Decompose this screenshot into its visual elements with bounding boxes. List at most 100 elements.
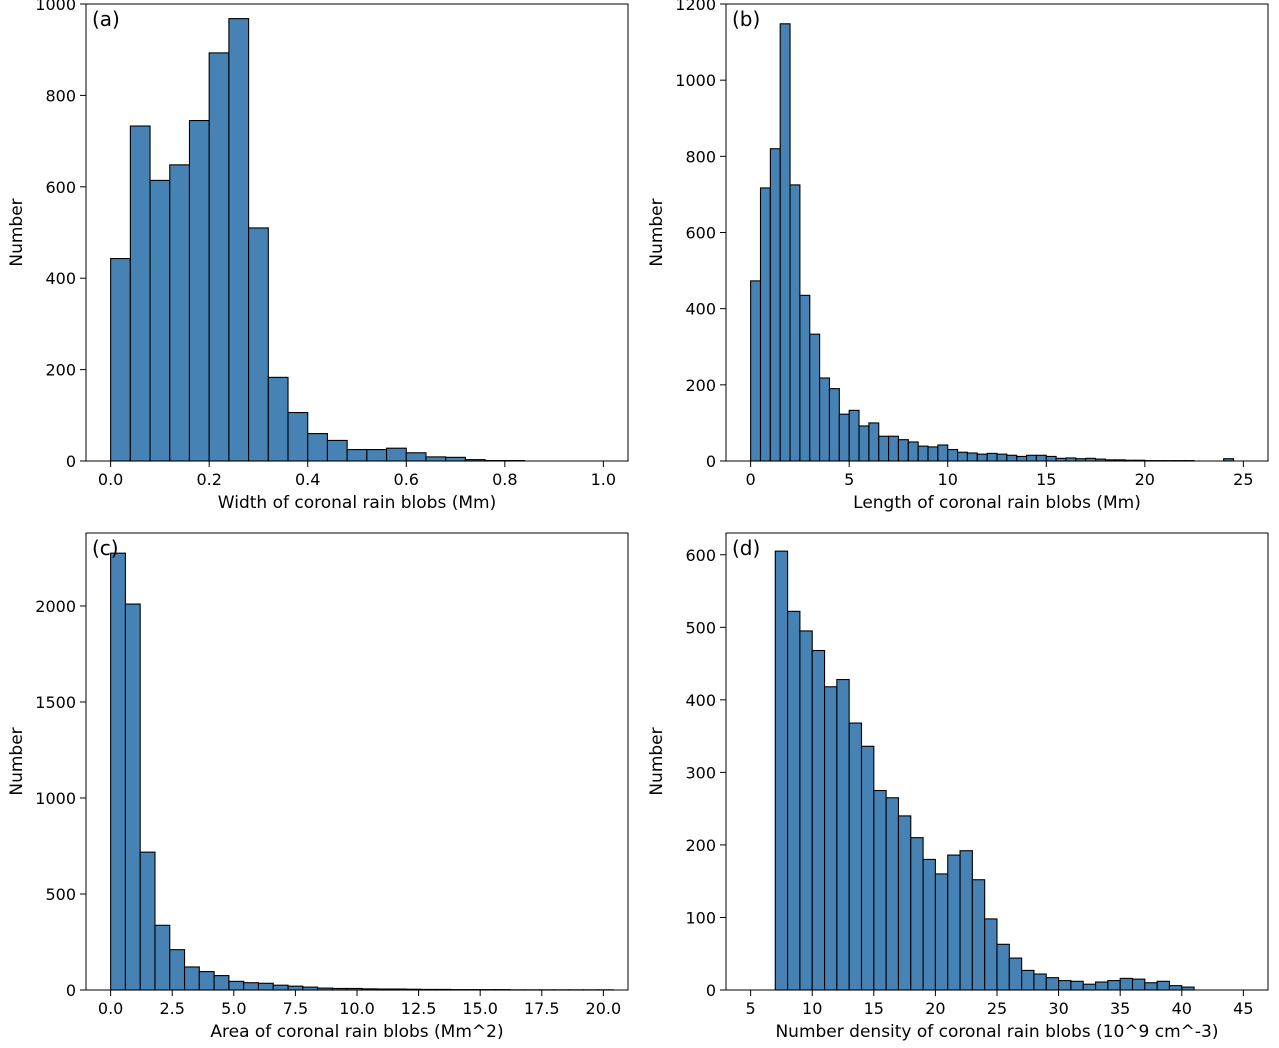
panel-b-x-axis-label: Length of coronal rain blobs (Mm) [853,493,1141,513]
panel-b-x-tick-label: 0 [746,470,756,489]
panel-c-bar [154,924,171,991]
panel-b-bar [868,422,880,462]
panel-d-x-tick-label: 30 [1048,999,1068,1018]
panel-c-bar [257,982,274,991]
panel-a-frame [85,3,629,462]
panel-a-bar [346,449,368,462]
panel-b-bar [878,435,890,462]
panel-c-x-ticks: 0.0 2.5 5.0 7.5 10.0 12.5 15.0 17.5 20.0 [98,990,621,1018]
panel-a-bar [169,164,191,462]
panel-d-x-tick-label: 35 [1110,999,1130,1018]
panel-b-bars [750,23,1235,462]
panel-d-x-tick-label: 10 [802,999,822,1018]
panel-d-bar [910,837,924,991]
panel-b-bar [789,184,801,462]
panel-a-x-ticks: 0.0 0.2 0.4 0.6 0.8 1.0 [98,461,616,489]
panel-a-bar [188,119,210,462]
panel-b-bar [848,409,860,462]
panel-c-y-tick-label: 0 [66,981,76,1000]
panel-c-y-tick-label: 500 [45,885,76,904]
panel-b-y-tick-label: 400 [685,300,716,319]
panel-c-x-tick-label: 10.0 [339,999,375,1018]
panel-a-y-tick-label: 200 [45,361,76,380]
panel-c-bar [213,975,230,991]
panel-d-bar [1156,980,1171,991]
panel-b-bar [1045,455,1057,462]
panel-d-y-axis-label: Number [647,727,667,795]
panel-a-x-tick-label: 0.6 [394,470,419,489]
panel-d-tag: (d) [732,536,760,560]
panel-b-bar [966,452,978,462]
panel-d-y-ticks: 0 100 200 300 400 500 600 [685,546,726,1000]
panel-a-bar [405,452,427,462]
panel-d-bar [811,649,826,991]
panel-d-bar [1095,981,1109,991]
panel-c-bar [169,949,186,991]
panel-b-y-tick-label: 0 [706,452,716,471]
panel-d-bar [984,918,998,991]
panel-c-bar [287,985,304,991]
panel-b-x-tick-label: 5 [844,470,854,489]
panel-c-x-tick-label: 15.0 [462,999,498,1018]
panel-a-bar [248,227,269,462]
panel-c-tag: (c) [92,536,119,560]
panel-a: 0.0 0.2 0.4 0.6 0.8 1.0 0 200 400 600 800 1000 (a)… [7,0,629,513]
panel-a-bar [267,376,289,462]
panel-d-y-tick-label: 300 [685,763,716,782]
panel-b-bar [976,453,988,462]
panel-b-y-tick-label: 1200 [675,0,716,14]
panel-d-bar [1070,980,1084,991]
panel-d-bar [1144,982,1158,991]
panel-a-y-tick-label: 600 [45,178,76,197]
panel-b-bar [858,425,870,462]
panel-d-x-tick-label: 40 [1172,999,1192,1018]
panel-c-y-tick-label: 1000 [35,789,76,808]
panel-a-bar [228,18,250,462]
panel-c-bar [228,980,245,991]
panel-b-bar [907,441,919,462]
panel-b-bar [888,435,899,462]
panel-d-x-ticks: 5 10 15 20 25 30 35 40 45 [746,990,1254,1018]
panel-a-bar [366,449,388,462]
panel-c-bar [198,971,215,991]
panel-a-bar [149,179,171,462]
panel-b-x-tick-label: 25 [1233,470,1253,489]
panel-c-frame [85,532,629,991]
panel-d-bar [836,678,850,991]
panel-d-bar [823,686,838,991]
panel-a-bar [287,412,309,462]
panel-b-bar [828,388,840,462]
panel-a-bar [110,257,131,462]
panel-d-bar [897,815,912,991]
panel-d-x-tick-label: 20 [925,999,945,1018]
panel-b-x-tick-label: 20 [1135,470,1155,489]
panel-b-bar [947,449,959,462]
panel-d-bar [885,797,900,991]
panel-a-y-ticks: 0 200 400 600 800 1000 [35,0,86,471]
panel-d-y-tick-label: 400 [685,691,716,710]
panel-a-x-tick-label: 0.0 [98,470,123,489]
panel-b-y-axis-label: Number [647,198,667,266]
panel-b-y-ticks: 0 200 400 600 800 1000 1200 [675,0,726,471]
panel-d-x-axis-label: Number density of coronal rain blobs (10… [775,1022,1218,1042]
panel-a-bars [110,18,526,462]
panel-d-bar [848,722,863,991]
panel-d-bar [1131,978,1146,991]
panel-b-bar [809,333,821,462]
panel-d-x-tick-label: 25 [987,999,1007,1018]
panel-c-bar [110,552,126,991]
panel-a-x-tick-label: 0.4 [295,470,320,489]
panel-b-bar [750,280,762,462]
panel-d-x-tick-label: 45 [1233,999,1253,1018]
panel-b-bar [819,377,831,462]
panel-c-x-tick-label: 2.5 [160,999,185,1018]
panel-a-y-tick-label: 800 [45,86,76,105]
panel-b-y-tick-label: 600 [685,224,716,243]
panel-a-x-tick-label: 1.0 [591,470,616,489]
panel-c-bar [184,966,200,991]
panel-d-y-tick-label: 100 [685,908,716,927]
panel-b-y-tick-label: 200 [685,376,716,395]
panel-c-bar [272,984,289,991]
panel-c-x-tick-label: 20.0 [586,999,622,1018]
